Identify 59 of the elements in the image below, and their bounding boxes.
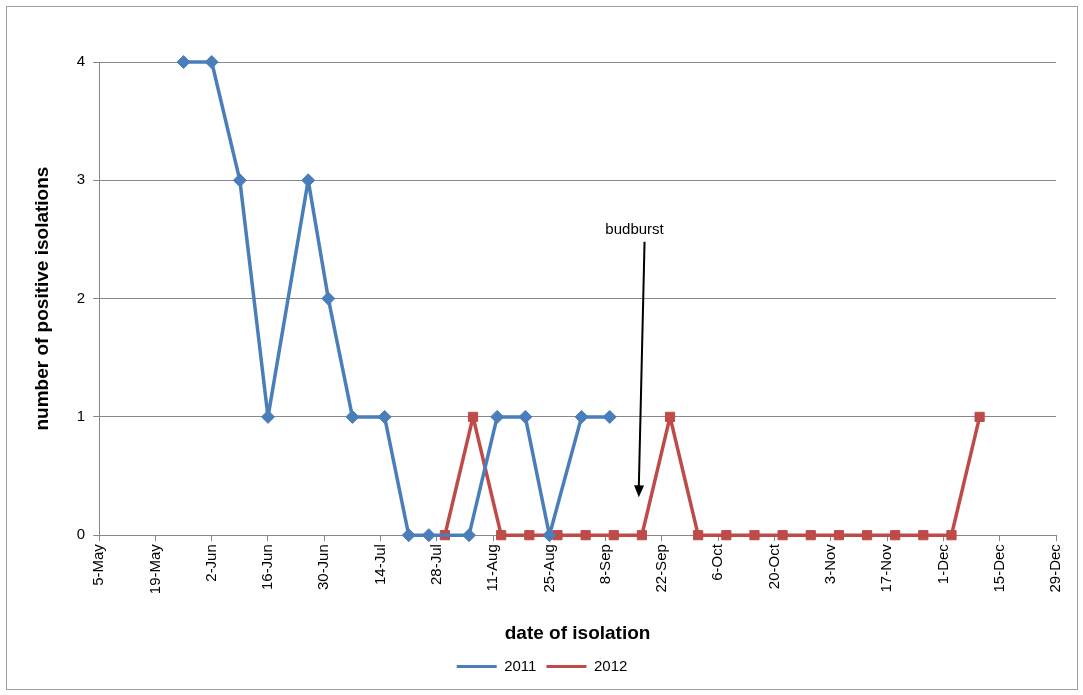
point: [321, 291, 336, 306]
point: [176, 55, 191, 69]
y-axis-title: number of positive isolations: [30, 166, 52, 431]
point: [345, 409, 360, 424]
point: [918, 530, 929, 541]
x-tick-label: 5-May: [89, 543, 107, 586]
point: [861, 530, 873, 541]
x-tick-label: 15-Dec: [989, 543, 1007, 593]
x-tick-label: 29-Dec: [1046, 543, 1064, 593]
point: [749, 530, 760, 541]
point: [401, 528, 416, 543]
x-tick-label: 16-Jun: [258, 544, 276, 591]
annotation: budburst: [605, 219, 665, 237]
legend-label: 2012: [593, 656, 628, 674]
legend-label: 2011: [504, 656, 537, 674]
point: [946, 530, 957, 541]
x-tick-label: 2-Jun: [201, 544, 219, 582]
point: [421, 528, 436, 543]
x-tick-label: 30-Jun: [314, 544, 332, 591]
point: [833, 530, 844, 541]
x-tick-label: 1-Dec: [933, 543, 951, 585]
point: [467, 411, 479, 422]
point: [496, 530, 507, 541]
point: [693, 530, 704, 541]
point: [232, 173, 247, 188]
point: [518, 409, 533, 424]
point: [890, 530, 901, 541]
point: [636, 530, 647, 541]
x-tick-label: 19-May: [145, 543, 163, 595]
x-axis-title: date of isolation: [504, 621, 651, 643]
x-tick-label: 28-Jul: [427, 544, 444, 586]
point: [462, 528, 477, 543]
point: [777, 530, 788, 541]
point: [608, 530, 619, 541]
y-tick-label: 2: [76, 288, 86, 306]
x-tick-label: 14-Jul: [370, 544, 388, 586]
point: [524, 530, 535, 541]
point: [664, 411, 676, 422]
x-tick-label: 3-Nov: [821, 543, 838, 585]
point: [602, 409, 617, 424]
point: [974, 411, 985, 422]
point: [204, 55, 219, 69]
y-tick-label: 0: [76, 525, 86, 543]
x-tick-label: 22-Sep: [652, 544, 670, 593]
point: [377, 409, 392, 424]
x-tick-label: 17-Nov: [877, 543, 895, 593]
x-tick-label: 6-Oct: [708, 543, 726, 581]
point: [580, 530, 591, 541]
y-tick-label: 4: [76, 52, 86, 70]
y-tick-label: 3: [76, 170, 86, 188]
x-tick-label: 20-Oct: [764, 543, 782, 590]
y-tick-label: 1: [76, 407, 86, 425]
x-tick-label: 11-Aug: [483, 544, 501, 592]
point: [805, 530, 816, 541]
x-tick-label: 8-Sep: [595, 544, 613, 585]
point: [490, 409, 505, 424]
point: [574, 409, 589, 424]
x-tick-label: 25-Aug: [539, 544, 557, 593]
point: [721, 530, 732, 541]
